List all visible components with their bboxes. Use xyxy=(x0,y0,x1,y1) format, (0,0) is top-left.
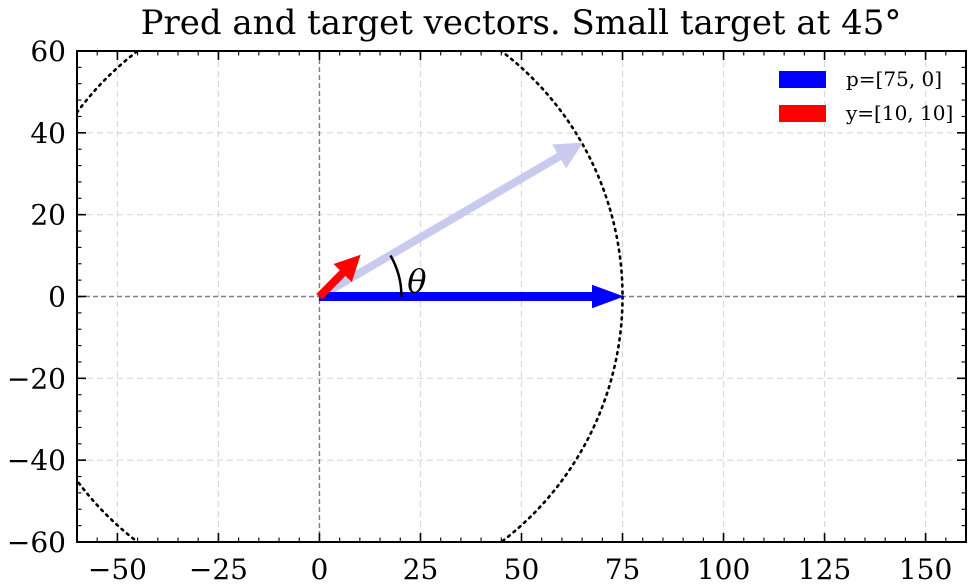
pred-vector-arrow xyxy=(318,284,624,309)
legend-swatch xyxy=(779,71,826,88)
legend-label: y=[10, 10] xyxy=(845,101,953,125)
x-tick-label: −25 xyxy=(189,553,248,585)
x-tick-label: 50 xyxy=(504,553,540,585)
y-tick-label: −40 xyxy=(7,444,66,477)
chart-title: Pred and target vectors. Small target at… xyxy=(141,3,902,43)
y-tick-label: 40 xyxy=(30,117,66,150)
x-tick-label: 25 xyxy=(403,553,439,585)
x-tick-label: −50 xyxy=(88,553,147,585)
y-tick-label: −20 xyxy=(7,362,66,395)
x-tick-label: 75 xyxy=(605,553,641,585)
x-tick-label: 100 xyxy=(697,553,750,585)
ticks: −50 −25 0 25 50 75 100 125 150 −60 −40 −20 0 20 40 60 xyxy=(7,35,967,585)
rotated-vector-arrow xyxy=(317,142,584,301)
x-tick-label: 150 xyxy=(899,553,952,585)
y-tick-label: 60 xyxy=(30,35,66,68)
x-tick-label: 0 xyxy=(311,553,329,585)
legend-swatch xyxy=(779,105,826,122)
target-vector-arrow xyxy=(316,254,361,300)
theta-arc xyxy=(389,254,403,297)
y-tick-label: 20 xyxy=(30,199,66,232)
y-tick-label: −60 xyxy=(7,526,66,559)
legend: p=[75, 0] y=[10, 10] xyxy=(779,67,953,125)
theta-label: θ xyxy=(407,262,426,300)
y-tick-label: 0 xyxy=(48,281,66,314)
legend-label: p=[75, 0] xyxy=(846,67,942,91)
vectors xyxy=(316,142,624,309)
angle-annotation: θ xyxy=(389,254,426,300)
x-tick-label: 125 xyxy=(798,553,851,585)
